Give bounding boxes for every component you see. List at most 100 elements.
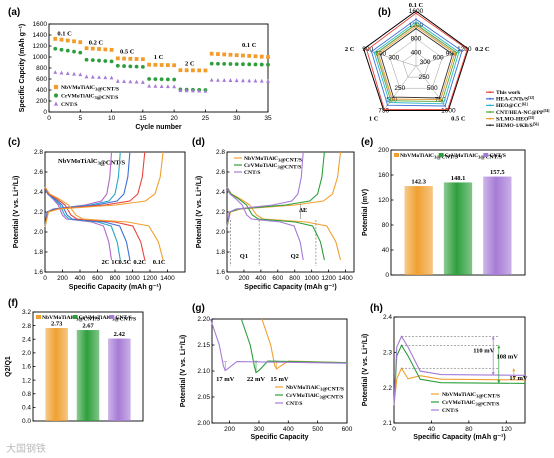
radar-point — [379, 53, 382, 56]
x-tick-label: 600 — [92, 275, 103, 282]
x-tick-label: 30 — [233, 115, 241, 122]
rate-label: 1 C — [154, 54, 164, 61]
bar — [108, 338, 131, 421]
y-tick-label: 1.2 — [22, 377, 31, 384]
radar-point — [415, 18, 417, 21]
data-point — [140, 57, 145, 62]
legend-entry: NbVMoTiAlC3@CNT/S — [244, 156, 302, 164]
x-tick-label: 0 — [47, 115, 51, 122]
data-point — [53, 84, 59, 90]
y-tick-label: 200 — [378, 147, 389, 154]
legend-entry: CrVMoTiAlC3@CNT/S — [244, 163, 301, 171]
data-point — [222, 52, 227, 57]
discharge-curve — [209, 318, 348, 372]
radar-grid-ring — [363, 10, 469, 111]
rate-label: 1C — [111, 259, 119, 266]
data-point — [253, 78, 258, 83]
data-point — [109, 59, 114, 64]
y-tick-label: 0.4 — [22, 405, 31, 412]
y-tick-label: 2.4 — [383, 314, 392, 321]
radar-point — [438, 97, 441, 99]
data-point — [159, 84, 164, 88]
legend-marker — [489, 97, 491, 100]
data-point — [147, 83, 152, 88]
radar-point — [461, 50, 463, 52]
data-point — [266, 78, 270, 83]
data-point — [103, 59, 108, 63]
radar-tick-label: 1200 — [457, 46, 472, 53]
overpotential-label: 108 mV — [496, 353, 518, 360]
y-tick-label: 2.2 — [216, 209, 225, 216]
overpotential-label: 22 mV — [247, 376, 266, 383]
data-point — [53, 101, 59, 106]
x-tick-label: 20 — [171, 115, 179, 122]
series-triangle — [53, 70, 270, 93]
y-tick-label: 2.0 — [216, 229, 225, 236]
x-tick-label: 40 — [428, 426, 436, 433]
data-point — [153, 84, 158, 88]
radar-point — [373, 51, 376, 54]
y-tick-label: 2.3 — [383, 350, 392, 357]
radar-point — [440, 100, 443, 103]
data-point — [216, 61, 220, 66]
radar-axis-label: 0.5 C — [451, 115, 466, 122]
arrow-head — [497, 345, 501, 349]
plot-frame — [211, 318, 348, 424]
x-tick-label: 120 — [501, 426, 512, 433]
radar-point — [392, 96, 395, 99]
chart-c: (c) 0 200 400 600 800 1000 1200 1400 1.6 1.8 2.0 2.2… — [8, 137, 186, 291]
radar-axis-label: 0.2 C — [475, 46, 490, 53]
x-tick-label: 10 — [108, 115, 116, 122]
y-tick-label: 2.0 — [34, 229, 43, 236]
data-point — [147, 62, 152, 67]
y-axis-label: Q2/Q1 — [5, 356, 12, 377]
y-axis-label: Potential (V vs. Li⁺/Li) — [362, 334, 369, 407]
overpotential-label: 110 mV — [473, 347, 494, 354]
data-point — [122, 79, 126, 83]
bar — [443, 182, 473, 275]
radar-series — [377, 25, 456, 101]
x-tick-label: 400 — [75, 275, 86, 282]
y-tick-label: 1.6 — [216, 269, 225, 276]
data-point — [90, 74, 95, 79]
x-tick-label: 0 — [225, 275, 229, 282]
arrow-head — [491, 336, 495, 340]
radar-point — [415, 21, 417, 23]
data-point — [178, 88, 183, 93]
chart-g: (g) 200 300 400 500 600 2.00 2.05 2.10 2.15 2.20 Sp… — [180, 303, 353, 441]
legend-entry: CNT/S — [115, 315, 131, 321]
discharge-curve — [44, 186, 131, 261]
y-tick-label: 3.2 — [22, 309, 31, 316]
legend-marker — [489, 111, 491, 113]
y-tick-label: 0.0 — [22, 418, 31, 425]
radar-axis-label: 1 C — [369, 115, 379, 122]
data-point — [65, 38, 70, 43]
radar-point — [444, 105, 446, 107]
data-point — [153, 77, 158, 82]
legend-entry: HEO@CC[61] — [496, 103, 528, 110]
x-axis-label: Specific Capacity (mAh g⁻¹) — [413, 434, 505, 441]
radar-tick-label: 750 — [378, 107, 389, 114]
y-tick-label: 0.8 — [22, 391, 31, 398]
data-point — [78, 50, 83, 55]
radar-tick-label: 300 — [388, 55, 399, 62]
bar-value-label: 148.1 — [451, 175, 466, 182]
x-tick-label: 0 — [43, 275, 47, 282]
legend-entry: HEA-CNTs/S[32] — [496, 96, 534, 103]
bar — [45, 328, 68, 421]
discharge-curve — [226, 186, 342, 261]
data-point — [191, 88, 195, 93]
data-point — [53, 36, 58, 41]
discharge-curve — [44, 186, 146, 261]
x-tick-label: 1200 — [143, 275, 158, 282]
data-point — [228, 62, 233, 66]
data-point — [228, 52, 233, 57]
data-point — [222, 78, 227, 82]
legend-entry: CrVMoTiAlC3@CNT/S — [286, 393, 343, 401]
y-tick-label: 200 — [36, 98, 47, 105]
y-tick-label: 1.6 — [34, 269, 43, 276]
radar-tick-label: 500 — [386, 96, 397, 103]
y-axis-label: Potential (V vs. Li⁺/Li) — [13, 176, 20, 249]
